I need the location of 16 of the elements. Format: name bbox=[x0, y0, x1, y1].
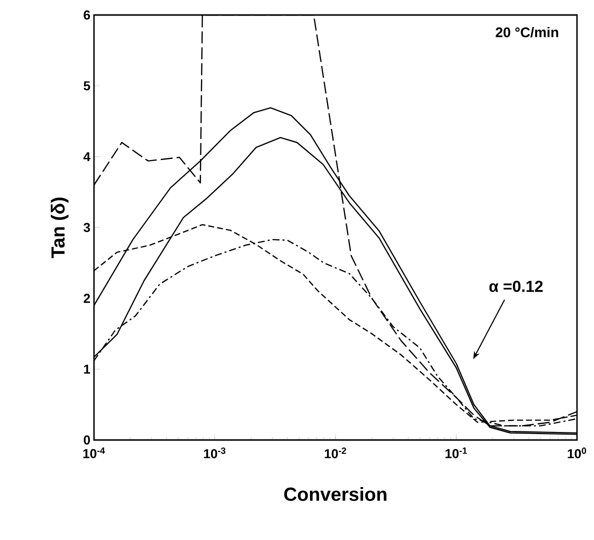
y-axis-title: Tan (δ) bbox=[50, 198, 68, 258]
x-tick-label: 10$^{-1}$ bbox=[446, 448, 467, 458]
y-tick-label: 2 bbox=[84, 294, 90, 303]
annotation: α =0.12 bbox=[489, 280, 543, 292]
y-tick-label: 6 bbox=[84, 10, 90, 20]
x-tick-label: 10$^{-3}$ bbox=[204, 448, 226, 458]
y-tick-label: 1 bbox=[84, 364, 90, 374]
y-tick-label: 3 bbox=[84, 222, 90, 232]
x-axis-title: Conversion bbox=[284, 487, 386, 501]
y-tick-label: 0 bbox=[84, 435, 90, 445]
y-tick-label: 4 bbox=[83, 152, 90, 162]
annotation: 20 °C/min bbox=[496, 27, 558, 38]
x-tick-label: 10$^{-2}$ bbox=[324, 448, 346, 458]
x-tick-label: 10$^{0}$ bbox=[568, 448, 586, 458]
y-tick-label: 5 bbox=[84, 81, 90, 90]
x-tick-label: 10$^{-4}$ bbox=[83, 448, 105, 458]
